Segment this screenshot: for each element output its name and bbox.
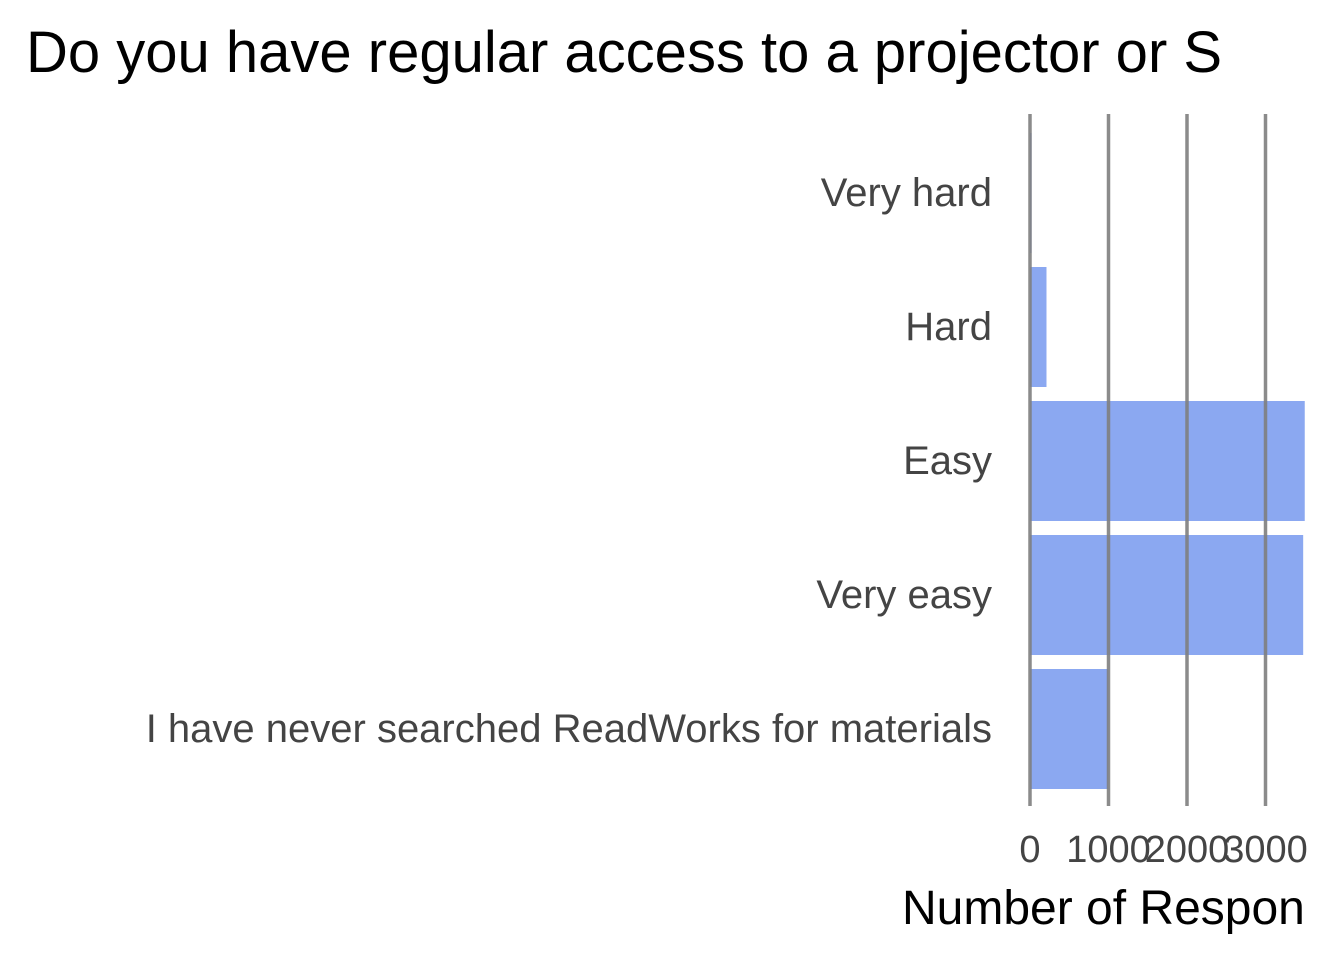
bar — [1030, 535, 1304, 655]
gridlines — [1028, 114, 1268, 806]
category-label: Hard — [905, 305, 992, 349]
category-label: Very hard — [821, 171, 992, 215]
bar — [1030, 267, 1047, 387]
x-tick-label: 2000 — [1145, 829, 1230, 871]
bar — [1030, 669, 1109, 789]
category-label: Very easy — [816, 573, 992, 617]
x-axis-title: Number of Respon — [902, 882, 1305, 935]
chart-title: Do you have regular access to a projecto… — [26, 20, 1222, 85]
x-tick-label: 1000 — [1066, 829, 1151, 871]
category-labels: Very hard Hard Easy Very easy I have never s… — [146, 171, 992, 751]
category-label: Easy — [903, 439, 992, 483]
bars-layer — [1030, 133, 1305, 789]
bar — [1030, 401, 1305, 521]
x-tick-label: 3000 — [1223, 829, 1308, 871]
x-tick-label: 0 — [1019, 829, 1040, 871]
category-label: I have never searched ReadWorks for mate… — [146, 707, 992, 751]
